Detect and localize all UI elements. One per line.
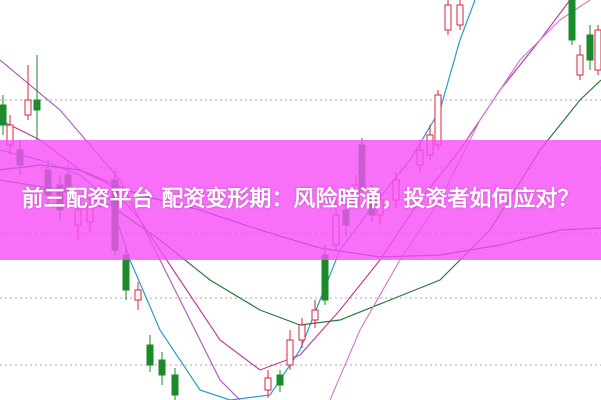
candle-up [24,99,32,116]
candle-down [0,104,7,126]
candle-up [134,289,142,301]
candle-up [264,377,272,391]
candle-up [434,94,442,146]
candle-up [286,339,294,366]
candle-up [444,4,452,31]
headline-banner: 前三配资平台 配资变形期：风险暗涌，投资者如何应对？ [0,140,601,260]
candle-down [158,359,166,376]
candle-up [298,324,306,341]
candle-up [594,29,601,71]
candle-down [146,344,154,366]
candle-down [568,0,576,41]
candle-down [586,34,594,61]
candle-down [276,374,284,386]
candle-up [576,54,584,76]
candle-up [311,309,319,321]
candle-down [122,254,130,291]
candle-down [33,99,41,111]
candle-up [456,4,464,26]
candle-down [171,374,179,396]
candle-down [321,254,329,301]
headline-title: 前三配资平台 配资变形期：风险暗涌，投资者如何应对？ [21,187,580,212]
